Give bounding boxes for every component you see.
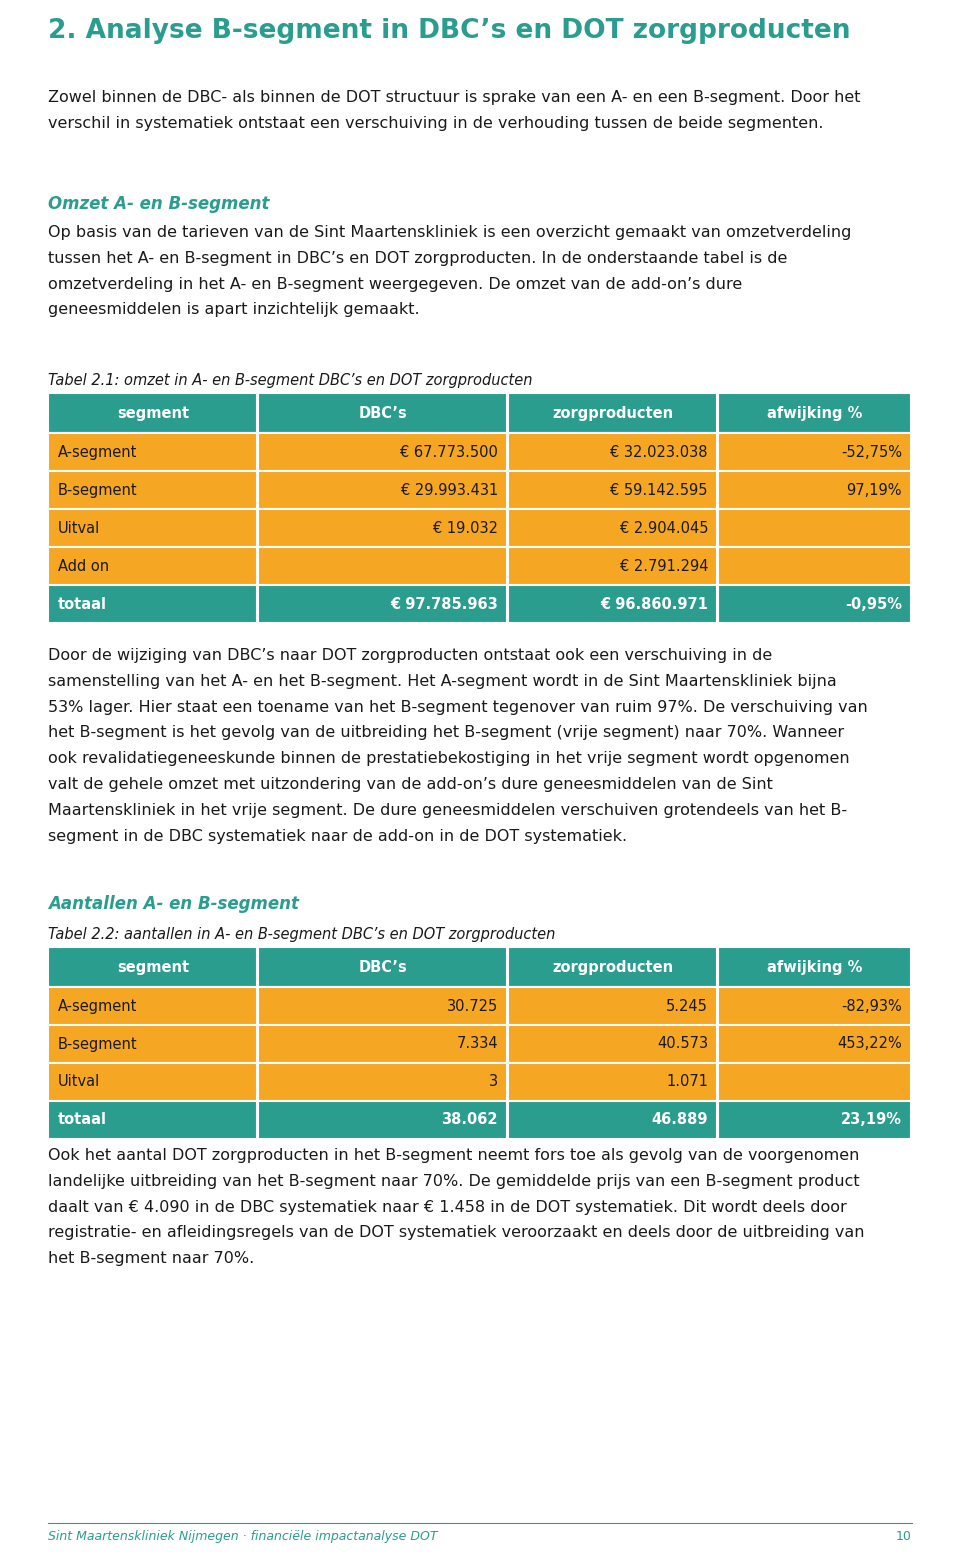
Bar <box>258 585 507 622</box>
Text: € 97.785.963: € 97.785.963 <box>391 596 498 612</box>
Bar <box>258 471 507 509</box>
Text: € 19.032: € 19.032 <box>433 521 498 535</box>
Bar <box>258 987 507 1025</box>
Bar <box>258 394 507 433</box>
Bar <box>48 394 257 433</box>
Bar <box>718 1102 911 1139</box>
Text: B-segment: B-segment <box>58 482 137 498</box>
Text: Omzet A- en B-segment: Omzet A- en B-segment <box>48 194 270 213</box>
Text: -82,93%: -82,93% <box>841 999 902 1013</box>
Text: B-segment: B-segment <box>58 1036 137 1052</box>
Bar <box>48 471 257 509</box>
Bar <box>258 548 507 585</box>
Bar <box>718 471 911 509</box>
Bar <box>48 1102 257 1139</box>
Text: segment: segment <box>117 406 189 420</box>
Bar <box>508 987 717 1025</box>
Bar <box>718 509 911 548</box>
Bar <box>48 1063 257 1102</box>
Bar <box>508 1063 717 1102</box>
Bar <box>508 509 717 548</box>
Bar <box>508 948 717 987</box>
Text: Aantallen A- en B-segment: Aantallen A- en B-segment <box>48 895 299 913</box>
Text: € 32.023.038: € 32.023.038 <box>611 445 708 459</box>
Text: zorgproducten: zorgproducten <box>552 406 674 420</box>
Text: segment: segment <box>117 960 189 974</box>
Bar <box>258 1063 507 1102</box>
Text: 5.245: 5.245 <box>666 999 708 1013</box>
Bar <box>718 433 911 471</box>
Bar <box>48 509 257 548</box>
Bar <box>48 948 257 987</box>
Text: totaal: totaal <box>58 1113 107 1128</box>
Text: € 67.773.500: € 67.773.500 <box>400 445 498 459</box>
Bar <box>508 585 717 622</box>
Text: Tabel 2.2: aantallen in A- en B-segment DBC’s en DOT zorgproducten: Tabel 2.2: aantallen in A- en B-segment … <box>48 927 556 941</box>
Bar <box>718 1025 911 1063</box>
Text: DBC’s: DBC’s <box>359 960 407 974</box>
Text: Add on: Add on <box>58 559 109 574</box>
Bar <box>258 1102 507 1139</box>
Bar <box>48 1025 257 1063</box>
Bar <box>48 433 257 471</box>
Text: € 2.791.294: € 2.791.294 <box>619 559 708 574</box>
Text: Uitval: Uitval <box>58 1075 100 1089</box>
Bar <box>508 433 717 471</box>
Text: -0,95%: -0,95% <box>845 596 902 612</box>
Bar <box>258 1025 507 1063</box>
Text: 30.725: 30.725 <box>446 999 498 1013</box>
Text: afwijking %: afwijking % <box>767 406 863 420</box>
Text: 23,19%: 23,19% <box>841 1113 902 1128</box>
Bar <box>48 548 257 585</box>
Text: Ook het aantal DOT zorgproducten in het B-segment neemt fors toe als gevolg van : Ook het aantal DOT zorgproducten in het … <box>48 1148 865 1267</box>
Bar <box>508 548 717 585</box>
Text: Uitval: Uitval <box>58 521 100 535</box>
Bar <box>718 585 911 622</box>
Text: 2. Analyse B-segment in DBC’s en DOT zorgproducten: 2. Analyse B-segment in DBC’s en DOT zor… <box>48 19 851 44</box>
Text: -52,75%: -52,75% <box>841 445 902 459</box>
Text: 453,22%: 453,22% <box>837 1036 902 1052</box>
Bar <box>718 1063 911 1102</box>
Bar <box>718 394 911 433</box>
Bar <box>508 471 717 509</box>
Text: 1.071: 1.071 <box>666 1075 708 1089</box>
Text: afwijking %: afwijking % <box>767 960 863 974</box>
Bar <box>508 1025 717 1063</box>
Bar <box>718 548 911 585</box>
Text: 10: 10 <box>896 1530 912 1544</box>
Text: € 96.860.971: € 96.860.971 <box>600 596 708 612</box>
Bar <box>508 1102 717 1139</box>
Text: 40.573: 40.573 <box>657 1036 708 1052</box>
Text: zorgproducten: zorgproducten <box>552 960 674 974</box>
Text: 38.062: 38.062 <box>442 1113 498 1128</box>
Text: Door de wijziging van DBC’s naar DOT zorgproducten ontstaat ook een verschuiving: Door de wijziging van DBC’s naar DOT zor… <box>48 647 868 843</box>
Text: 7.334: 7.334 <box>456 1036 498 1052</box>
Text: Op basis van de tarieven van de Sint Maartenskliniek is een overzicht gemaakt va: Op basis van de tarieven van de Sint Maa… <box>48 226 852 317</box>
Bar <box>718 948 911 987</box>
Text: 97,19%: 97,19% <box>847 482 902 498</box>
Text: Zowel binnen de DBC- als binnen de DOT structuur is sprake van een A- en een B-s: Zowel binnen de DBC- als binnen de DOT s… <box>48 90 860 131</box>
Text: A-segment: A-segment <box>58 445 137 459</box>
Text: € 29.993.431: € 29.993.431 <box>400 482 498 498</box>
Text: Sint Maartenskliniek Nijmegen · financiële impactanalyse DOT: Sint Maartenskliniek Nijmegen · financië… <box>48 1530 438 1544</box>
Bar <box>508 394 717 433</box>
Bar <box>718 987 911 1025</box>
Text: € 2.904.045: € 2.904.045 <box>619 521 708 535</box>
Bar <box>258 433 507 471</box>
Text: 3: 3 <box>489 1075 498 1089</box>
Bar <box>258 509 507 548</box>
Text: € 59.142.595: € 59.142.595 <box>611 482 708 498</box>
Text: DBC’s: DBC’s <box>359 406 407 420</box>
Text: Tabel 2.1: omzet in A- en B-segment DBC’s en DOT zorgproducten: Tabel 2.1: omzet in A- en B-segment DBC’… <box>48 373 533 387</box>
Bar <box>48 585 257 622</box>
Bar <box>258 948 507 987</box>
Text: 46.889: 46.889 <box>652 1113 708 1128</box>
Text: A-segment: A-segment <box>58 999 137 1013</box>
Text: totaal: totaal <box>58 596 107 612</box>
Bar <box>48 987 257 1025</box>
